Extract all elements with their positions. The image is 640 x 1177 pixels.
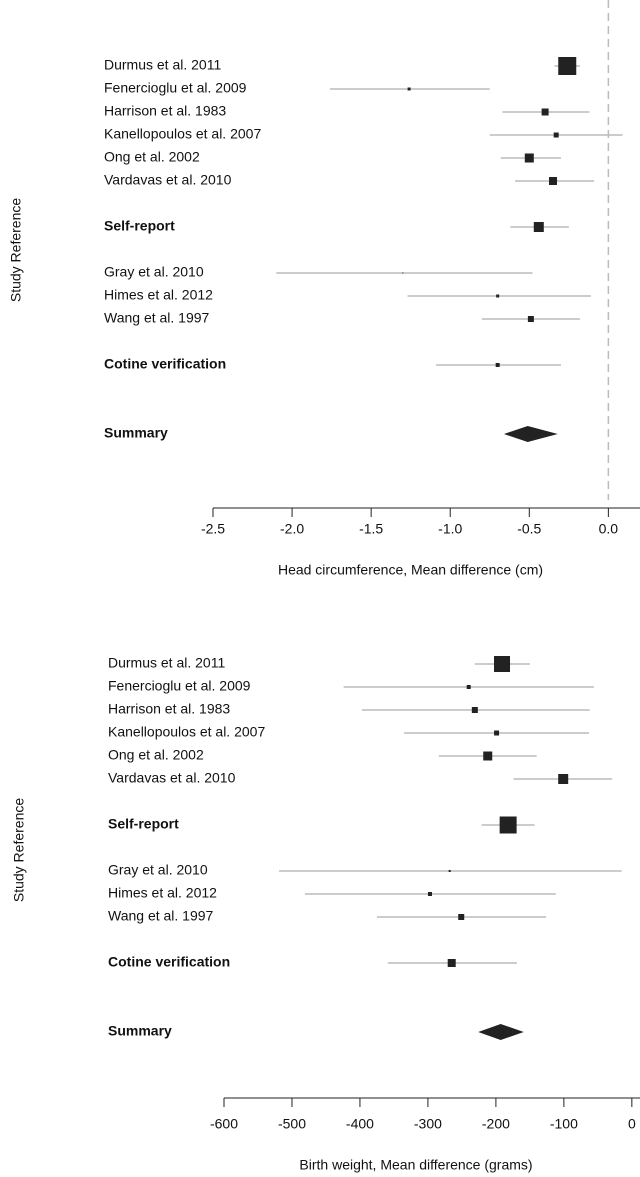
study-label: Gray et al. 2010 bbox=[108, 862, 208, 878]
effect-box bbox=[494, 730, 500, 736]
x-tick-label: -200 bbox=[482, 1116, 510, 1132]
y-axis-label: Study Reference bbox=[8, 198, 24, 302]
effect-box bbox=[471, 707, 478, 713]
study-label: Himes et al. 2012 bbox=[104, 287, 213, 303]
study-label: Summary bbox=[104, 425, 168, 441]
study-label: Fenercioglu et al. 2009 bbox=[108, 678, 251, 694]
summary-diamond bbox=[478, 1024, 524, 1040]
effect-box bbox=[494, 656, 511, 672]
effect-box bbox=[558, 774, 569, 784]
effect-box bbox=[541, 108, 549, 116]
study-label: Kanellopoulos et al. 2007 bbox=[104, 126, 261, 142]
study-label: Ong et al. 2002 bbox=[108, 747, 204, 763]
effect-box bbox=[402, 272, 404, 274]
effect-box bbox=[466, 685, 471, 689]
effect-box bbox=[558, 57, 577, 75]
x-tick-label: -400 bbox=[346, 1116, 374, 1132]
study-label: Harrison et al. 1983 bbox=[104, 103, 226, 119]
x-tick-label: -0.5 bbox=[517, 521, 541, 537]
effect-box bbox=[483, 751, 493, 761]
effect-box bbox=[533, 222, 544, 232]
x-tick-label: -1.5 bbox=[359, 521, 383, 537]
y-axis-label: Study Reference bbox=[11, 798, 27, 902]
study-label: Himes et al. 2012 bbox=[108, 885, 217, 901]
x-tick-label: -1.0 bbox=[438, 521, 462, 537]
study-label: Vardavas et al. 2010 bbox=[108, 770, 236, 786]
study-label: Cotine verification bbox=[104, 356, 226, 372]
x-tick-label: 0.0 bbox=[599, 521, 619, 537]
study-label: Harrison et al. 1983 bbox=[108, 701, 230, 717]
effect-box bbox=[524, 153, 534, 163]
effect-box bbox=[407, 87, 411, 91]
study-label: Kanellopoulos et al. 2007 bbox=[108, 724, 265, 740]
effect-box bbox=[499, 816, 517, 834]
summary-diamond bbox=[503, 426, 558, 442]
study-label: Gray et al. 2010 bbox=[104, 264, 204, 280]
x-tick-label: -600 bbox=[210, 1116, 238, 1132]
effect-box bbox=[527, 316, 534, 322]
study-label: Durmus et al. 2011 bbox=[108, 655, 225, 671]
study-label: Ong et al. 2002 bbox=[104, 149, 200, 165]
x-tick-label: -300 bbox=[414, 1116, 442, 1132]
effect-box bbox=[448, 870, 451, 872]
x-tick-label: -2.0 bbox=[280, 521, 304, 537]
x-axis-label: Birth weight, Mean difference (grams) bbox=[299, 1157, 532, 1173]
x-tick-label: -2.5 bbox=[201, 521, 225, 537]
effect-box bbox=[553, 132, 559, 138]
study-label: Vardavas et al. 2010 bbox=[104, 172, 232, 188]
study-label: Cotine verification bbox=[108, 954, 230, 970]
effect-box bbox=[427, 892, 432, 896]
effect-box bbox=[447, 959, 456, 967]
x-tick-label: -100 bbox=[550, 1116, 578, 1132]
effect-box bbox=[496, 294, 500, 298]
study-label: Durmus et al. 2011 bbox=[104, 57, 221, 73]
study-label: Self-report bbox=[104, 218, 175, 234]
x-tick-label: -500 bbox=[278, 1116, 306, 1132]
effect-box bbox=[458, 914, 465, 920]
study-label: Summary bbox=[108, 1023, 172, 1039]
study-label: Self-report bbox=[108, 816, 179, 832]
study-label: Wang et al. 1997 bbox=[108, 908, 214, 924]
study-label: Fenercioglu et al. 2009 bbox=[104, 80, 247, 96]
effect-box bbox=[549, 177, 558, 185]
effect-box bbox=[495, 363, 500, 367]
x-axis-label: Head circumference, Mean difference (cm) bbox=[278, 562, 543, 578]
x-tick-label: 0 bbox=[628, 1116, 636, 1132]
study-label: Wang et al. 1997 bbox=[104, 310, 210, 326]
